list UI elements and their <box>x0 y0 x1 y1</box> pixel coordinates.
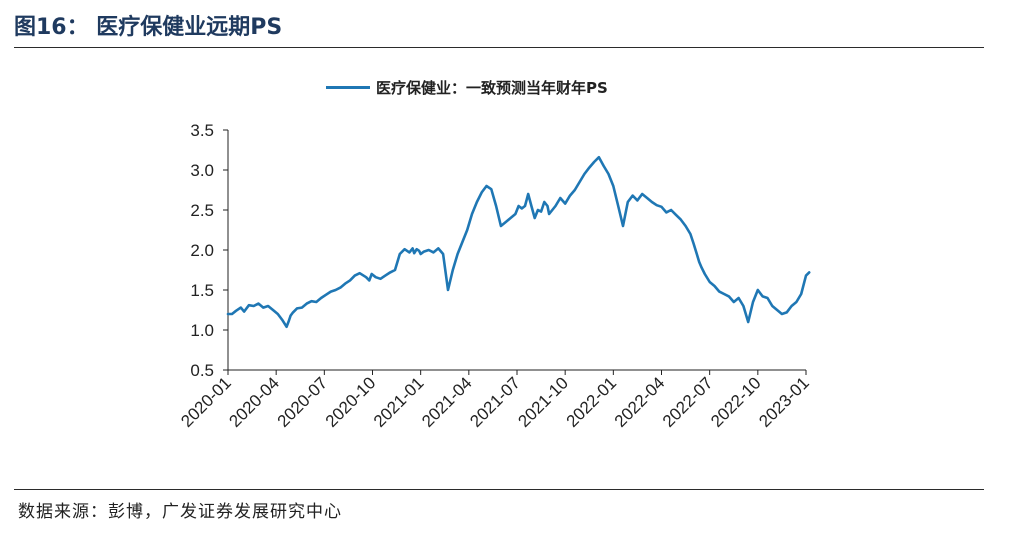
y-tick-label: 3.5 <box>190 121 214 140</box>
x-tick-label: 2022-04 <box>611 373 669 431</box>
x-tick-label: 2020-10 <box>322 373 380 431</box>
x-tick-label: 2023-01 <box>755 373 813 431</box>
x-tick-label: 2022-01 <box>563 373 621 431</box>
y-tick-label: 3.0 <box>190 161 214 180</box>
chart-legend: 医疗保健业：一致预测当年财年PS <box>326 76 608 98</box>
x-tick-label: 2022-07 <box>659 373 717 431</box>
x-tick-label: 2020-01 <box>177 373 235 431</box>
source-note: 数据来源：彭博，广发证券发展研究中心 <box>18 502 342 522</box>
y-tick-label: 0.5 <box>190 361 214 380</box>
x-tick-label: 2021-04 <box>418 373 476 431</box>
figure-title: 图16： 医疗保健业远期PS <box>14 15 283 40</box>
source-rule <box>14 489 984 490</box>
legend-line-swatch <box>326 85 370 89</box>
title-rule <box>14 47 984 48</box>
x-tick-label: 2020-04 <box>225 373 283 431</box>
y-tick-label: 1.5 <box>190 281 214 300</box>
y-tick-label: 2.0 <box>190 241 214 260</box>
x-tick-label: 2022-10 <box>707 373 765 431</box>
y-tick-label: 2.5 <box>190 201 214 220</box>
legend-label: 医疗保健业：一致预测当年财年PS <box>376 78 608 97</box>
x-tick-label: 2021-01 <box>370 373 428 431</box>
x-tick-label: 2021-10 <box>514 373 572 431</box>
x-tick-label: 2020-07 <box>274 373 332 431</box>
series-line-ps <box>226 155 811 329</box>
x-tick-label: 2021-07 <box>466 373 524 431</box>
y-tick-label: 1.0 <box>190 321 214 340</box>
